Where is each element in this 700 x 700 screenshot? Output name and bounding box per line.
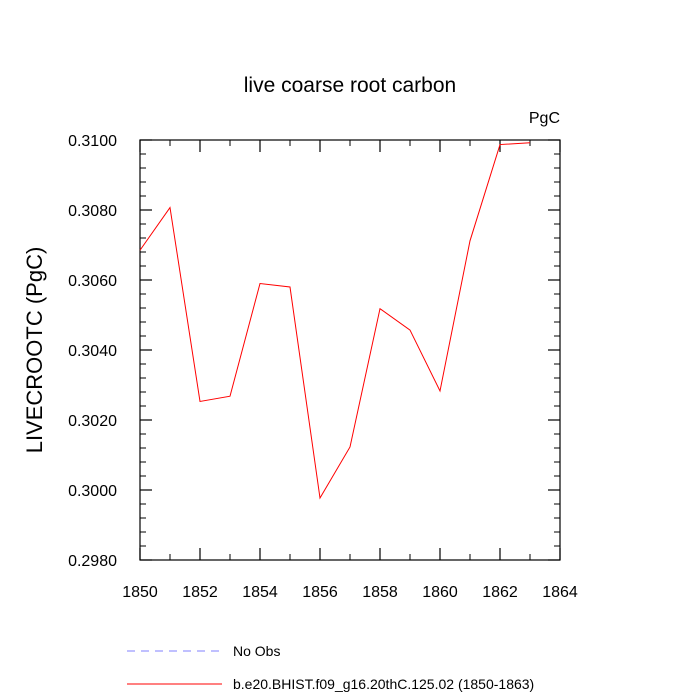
x-tick-label: 1856 [302,584,338,601]
y-tick-label: 0.3080 [68,203,117,220]
plot-frame [139,139,561,561]
axis-tick-labels: 1850 1852 1854 1856 1858 1860 1862 1864 0.2980 0.… [68,133,578,601]
y-tick-label: 0.3100 [68,133,117,150]
chart-title: live coarse root carbon [244,74,456,97]
y-tick-label: 0.2980 [68,553,117,570]
y-axis-label: LIVECROOTC (PgC) [22,247,47,454]
x-tick-label: 1858 [362,584,398,601]
series-line-0 [139,142,531,500]
legend: No Obs b.e20.BHIST.f09_g16.20thC.125.02 (… [127,643,534,692]
units-label: PgC [529,110,560,127]
x-tick-label: 1854 [242,584,278,601]
y-tick-label: 0.3020 [68,413,117,430]
x-tick-label: 1860 [422,584,458,601]
y-tick-label: 0.3000 [68,483,117,500]
x-tick-label: 1850 [122,584,158,601]
axis-ticks [139,139,561,561]
x-tick-label: 1852 [182,584,218,601]
x-tick-label: 1862 [482,584,518,601]
y-tick-label: 0.3040 [68,343,117,360]
x-tick-label: 1864 [542,584,578,601]
legend-label-1: No Obs [233,643,280,659]
y-tick-label: 0.3060 [68,273,117,290]
series-lines [139,142,531,500]
legend-label-0: b.e20.BHIST.f09_g16.20thC.125.02 (1850-1… [233,676,534,692]
